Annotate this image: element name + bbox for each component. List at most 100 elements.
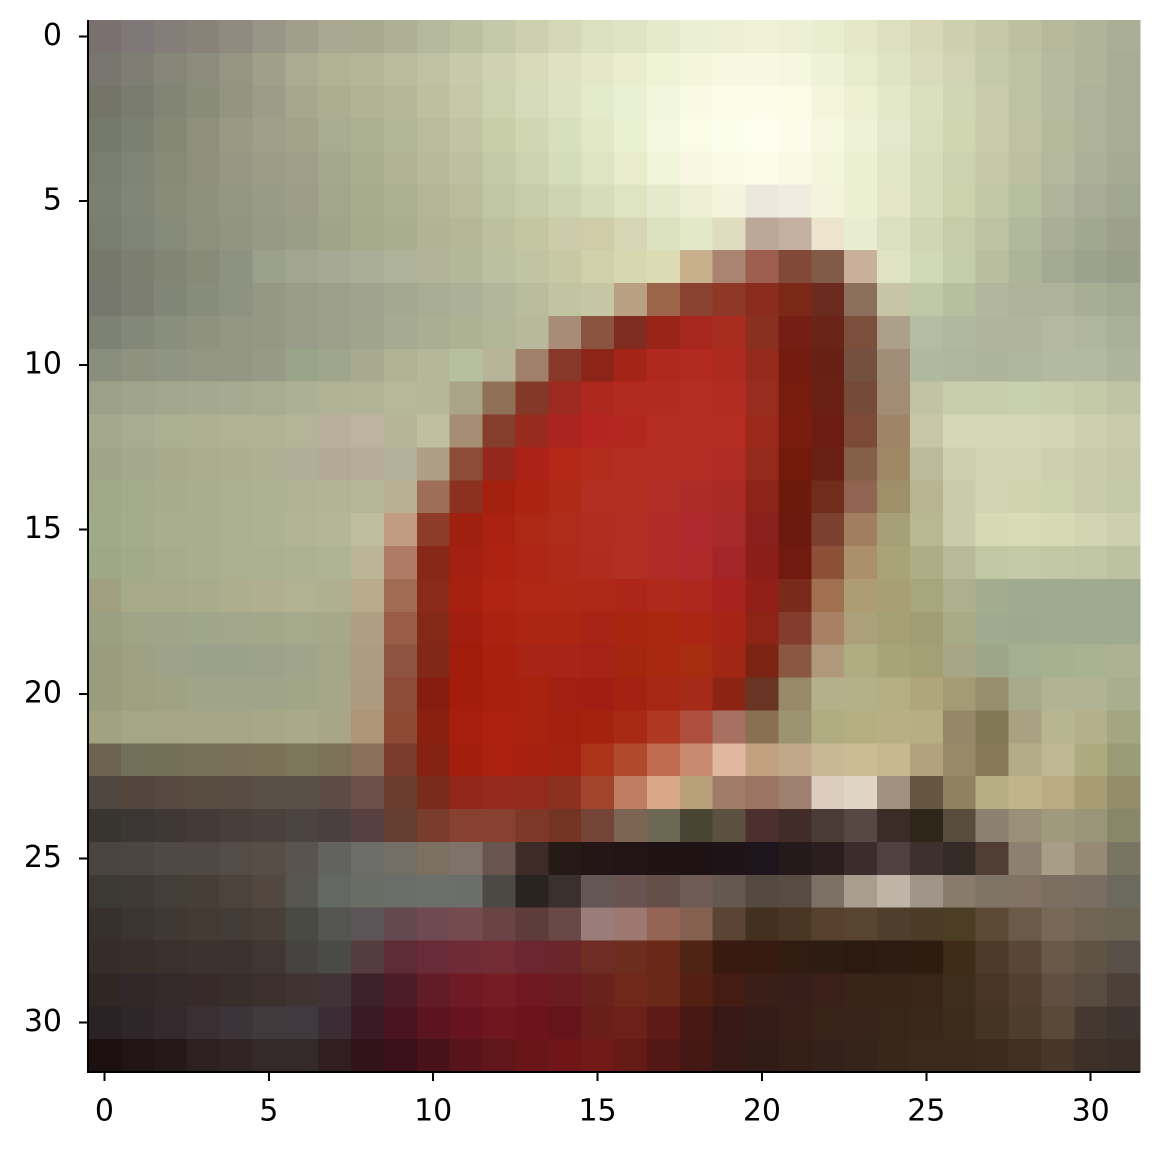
pixel — [449, 250, 484, 284]
pixel — [153, 52, 188, 87]
pixel — [383, 414, 418, 448]
pixel — [778, 907, 812, 942]
pixel — [186, 447, 221, 481]
pixel — [1041, 743, 1075, 777]
pixel — [811, 546, 845, 580]
pixel — [515, 52, 549, 87]
pixel — [778, 1006, 812, 1040]
pixel — [1107, 480, 1141, 514]
pixel — [1107, 52, 1141, 87]
pixel — [975, 1006, 1010, 1040]
pixel — [153, 118, 188, 153]
pixel — [975, 743, 1010, 777]
pixel — [383, 283, 418, 317]
pixel — [614, 710, 648, 744]
pixel — [318, 85, 352, 120]
pixel — [252, 184, 286, 218]
pixel — [646, 578, 681, 613]
pixel — [942, 710, 977, 744]
pixel — [285, 776, 319, 810]
pixel — [186, 480, 221, 514]
pixel — [383, 611, 418, 646]
pixel — [909, 184, 944, 218]
pixel — [909, 907, 944, 942]
pixel — [120, 480, 155, 514]
pixel — [153, 677, 188, 711]
pixel — [482, 809, 516, 843]
pixel — [548, 907, 582, 942]
pixel — [153, 644, 188, 679]
pixel — [219, 151, 253, 185]
pixel — [581, 677, 615, 711]
pixel — [1107, 907, 1141, 942]
pixel — [1041, 1006, 1075, 1040]
pixel — [1107, 348, 1141, 383]
pixel — [811, 973, 845, 1007]
pixel — [482, 940, 516, 974]
pixel — [614, 85, 648, 120]
pixel — [351, 710, 385, 744]
pixel — [679, 184, 714, 218]
pixel — [811, 874, 845, 909]
pixel — [877, 151, 911, 185]
pixel — [186, 809, 221, 843]
pixel — [975, 118, 1010, 153]
pixel — [942, 841, 977, 876]
pixel — [745, 414, 779, 448]
pixel — [975, 250, 1010, 284]
pixel — [581, 348, 615, 383]
pixel — [548, 611, 582, 646]
pixel — [1074, 513, 1108, 547]
pixel — [778, 217, 812, 251]
pixel — [449, 217, 484, 251]
pixel — [153, 907, 188, 942]
pixel — [679, 250, 714, 284]
pixel — [778, 644, 812, 679]
pixel — [186, 118, 221, 153]
pixel — [811, 578, 845, 613]
pixel — [548, 841, 582, 876]
pixel — [778, 611, 812, 646]
pixel — [975, 151, 1010, 185]
pixel — [482, 677, 516, 711]
pixel — [745, 250, 779, 284]
pixel — [153, 874, 188, 909]
pixel — [1107, 546, 1141, 580]
pixel — [909, 1039, 944, 1073]
pixel — [679, 546, 714, 580]
pixel — [745, 52, 779, 87]
pixel — [252, 973, 286, 1007]
pixel — [646, 710, 681, 744]
pixel — [351, 973, 385, 1007]
pixel — [646, 20, 681, 54]
pixel — [614, 776, 648, 810]
pixel — [1008, 151, 1042, 185]
pixel — [581, 874, 615, 909]
pixel — [449, 151, 484, 185]
pixel — [482, 644, 516, 679]
pixel — [942, 677, 977, 711]
pixel — [1107, 809, 1141, 843]
pixel — [1107, 217, 1141, 251]
pixel — [1074, 1006, 1108, 1040]
pixel — [1008, 414, 1042, 448]
pixel — [646, 480, 681, 514]
pixel — [120, 809, 155, 843]
pixel — [909, 217, 944, 251]
pixel — [383, 874, 418, 909]
pixel — [1008, 776, 1042, 810]
pixel — [515, 710, 549, 744]
pixel — [318, 874, 352, 909]
pixel — [449, 85, 484, 120]
pixel — [351, 611, 385, 646]
pixel — [219, 907, 253, 942]
pixel — [186, 20, 221, 54]
pixel — [88, 874, 122, 909]
pixel — [252, 710, 286, 744]
x-tick-label: 10 — [414, 1094, 452, 1129]
pixel — [449, 644, 484, 679]
pixel — [318, 20, 352, 54]
pixel — [120, 940, 155, 974]
pixel — [909, 1006, 944, 1040]
pixel — [844, 973, 878, 1007]
